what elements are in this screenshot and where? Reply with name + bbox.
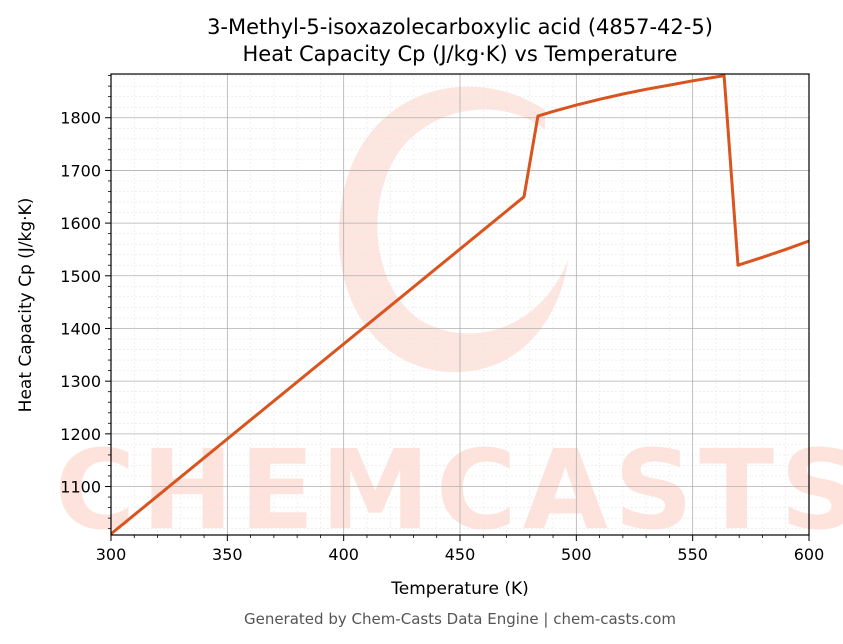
x-tick-label: 550 [677, 545, 708, 564]
x-tick-label: 450 [445, 545, 476, 564]
heat-capacity-line [110, 74, 810, 536]
y-tick-labels: 1100 1200 1300 1400 1500 1600 1700 1800 [60, 109, 101, 497]
y-tick-label: 1200 [60, 425, 101, 444]
x-tick-label: 400 [328, 545, 359, 564]
plot-frame [110, 73, 810, 536]
x-tick-labels: 300 350 400 450 500 550 600 [96, 545, 825, 564]
y-axis-label: Heat Capacity Cp (J/kg·K) [16, 198, 36, 413]
x-tick-label: 500 [561, 545, 592, 564]
y-tick-label: 1500 [60, 267, 101, 286]
x-tick-label: 600 [794, 545, 825, 564]
x-tick-label: 350 [212, 545, 243, 564]
y-tick-label: 1600 [60, 214, 101, 233]
x-axis-label: Temperature (K) [390, 579, 529, 599]
series-group [110, 74, 810, 536]
watermark-text: CHEMCASTS [55, 426, 843, 554]
chart-title-line2: Heat Capacity Cp (J/kg·K) vs Temperature [243, 42, 678, 66]
y-tick-label: 1700 [60, 161, 101, 180]
y-tick-label: 1300 [60, 372, 101, 391]
chart-title-line1: 3-Methyl-5-isoxazolecarboxylic acid (485… [207, 15, 713, 39]
y-tick-label: 1400 [60, 319, 101, 338]
y-tick-label: 1800 [60, 109, 101, 128]
watermark-swirl-icon [338, 86, 568, 373]
y-tick-label: 1100 [60, 478, 101, 497]
footer-credit: Generated by Chem-Casts Data Engine | ch… [244, 610, 676, 628]
x-tick-label: 300 [96, 545, 127, 564]
